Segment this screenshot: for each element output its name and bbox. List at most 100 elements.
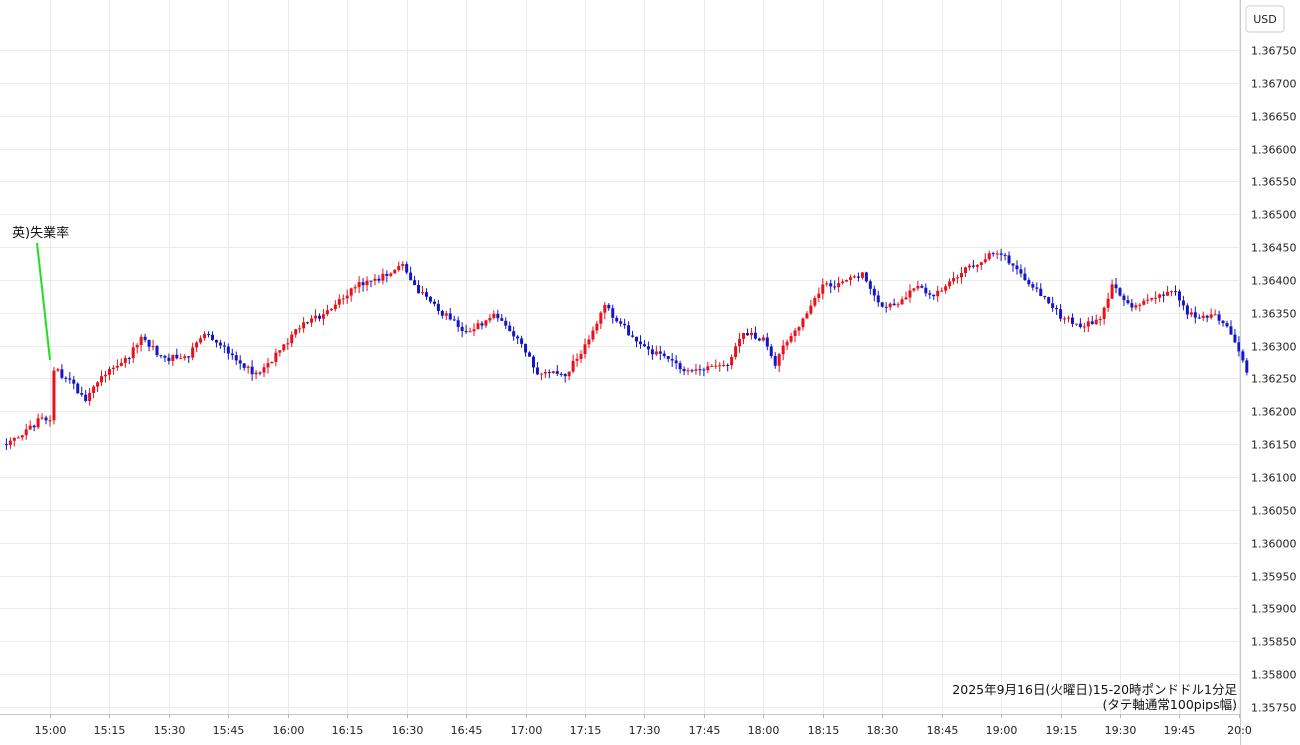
candle-body [321,314,325,319]
candle-body [119,362,123,366]
candle-body [1166,291,1170,296]
candle-body [591,330,595,340]
x-tick-label: 15:45 [213,724,245,737]
x-tick-label: 15:15 [94,724,126,737]
x-axis: 15:00 15:15 15:30 15:45 16:00 16:15 16:30 16:45… [35,714,1252,737]
candle-body [884,306,888,308]
candle-body [642,344,646,347]
candle-body [805,313,809,319]
candle-body [1170,291,1174,293]
y-tick-label: 1.35950 [1251,571,1297,584]
candle-body [52,370,56,421]
candle-body [56,369,60,371]
candle-body [341,298,345,300]
candle-body [349,288,353,296]
candle-body [8,440,12,445]
candle-body [975,264,979,267]
candle-body [607,304,611,309]
candle-body [290,334,294,344]
candle-body [159,355,163,357]
candle-body [294,329,298,335]
candle-body [444,313,448,316]
candle-body [841,281,845,284]
candle-body [100,376,104,383]
candle-body [24,429,28,436]
candle-body [357,282,361,288]
candle-body [183,356,187,359]
candle-body [393,270,397,274]
y-tick-label: 1.36100 [1251,472,1297,485]
candle-body [710,365,714,367]
candle-body [809,305,813,314]
candle-body [1233,334,1237,343]
candle-body [987,253,991,260]
candle-body [230,353,234,356]
candle-body [1217,314,1221,321]
candle-body [397,265,401,271]
candle-body [131,347,135,359]
candle-body [662,353,666,357]
candle-body [48,420,52,422]
candle-body [32,425,36,428]
candle-body [1130,303,1134,308]
candle-body [1086,321,1090,327]
candle-body [845,279,849,282]
annotation-line [36,242,51,361]
candle-body [678,363,682,370]
candle-body [428,296,432,302]
candle-body [512,331,516,337]
candle-body [317,315,321,319]
candle-body [967,265,971,268]
candle-body [1158,294,1162,298]
candle-body [1154,297,1158,299]
candle-body [254,372,258,375]
candle-body [995,253,999,255]
candle-body [789,335,793,342]
y-tick-label: 1.36500 [1251,209,1297,222]
candle-body [1043,296,1047,298]
candle-body [203,334,207,339]
candles [4,248,1249,451]
candle-body [761,337,765,341]
y-tick-label: 1.36650 [1251,111,1297,124]
candle-body [952,278,956,282]
candle-body [1082,326,1086,328]
candle-body [207,334,211,336]
caption-line-1: 2025年9月16日(火曜日)15-20時ポンドドル1分足 [952,682,1237,697]
candle-body [583,344,587,355]
x-tick-label: 16:15 [332,724,364,737]
candle-body [1031,284,1035,288]
candle-body [563,373,567,377]
candle-body [801,318,805,328]
candle-body [1027,280,1031,285]
candle-body [64,377,68,379]
candle-body [143,336,147,340]
candle-body [171,354,175,361]
candle-body [310,318,314,323]
candle-body [856,276,860,278]
candle-body [603,304,607,313]
candle-body [325,310,329,315]
candle-body [484,320,488,326]
candle-body [825,283,829,285]
candle-body [730,357,734,366]
candle-body [1185,305,1189,315]
candle-body [88,392,92,401]
y-tick-label: 1.36050 [1251,505,1297,518]
candle-body [1241,351,1245,361]
candle-body [333,304,337,310]
candle-body [991,253,995,255]
candle-body [615,317,619,322]
candle-body [1197,317,1201,319]
y-tick-label: 1.36450 [1251,242,1297,255]
candle-body [1011,263,1015,266]
candle-body [195,342,199,348]
candle-body [210,334,214,340]
candle-body [571,360,575,372]
candle-body [777,354,781,366]
candle-body [258,372,262,374]
y-tick-label: 1.36350 [1251,308,1297,321]
x-tick-label: 16:30 [392,724,424,737]
candle-body [1019,269,1023,274]
candle-body [979,262,983,265]
